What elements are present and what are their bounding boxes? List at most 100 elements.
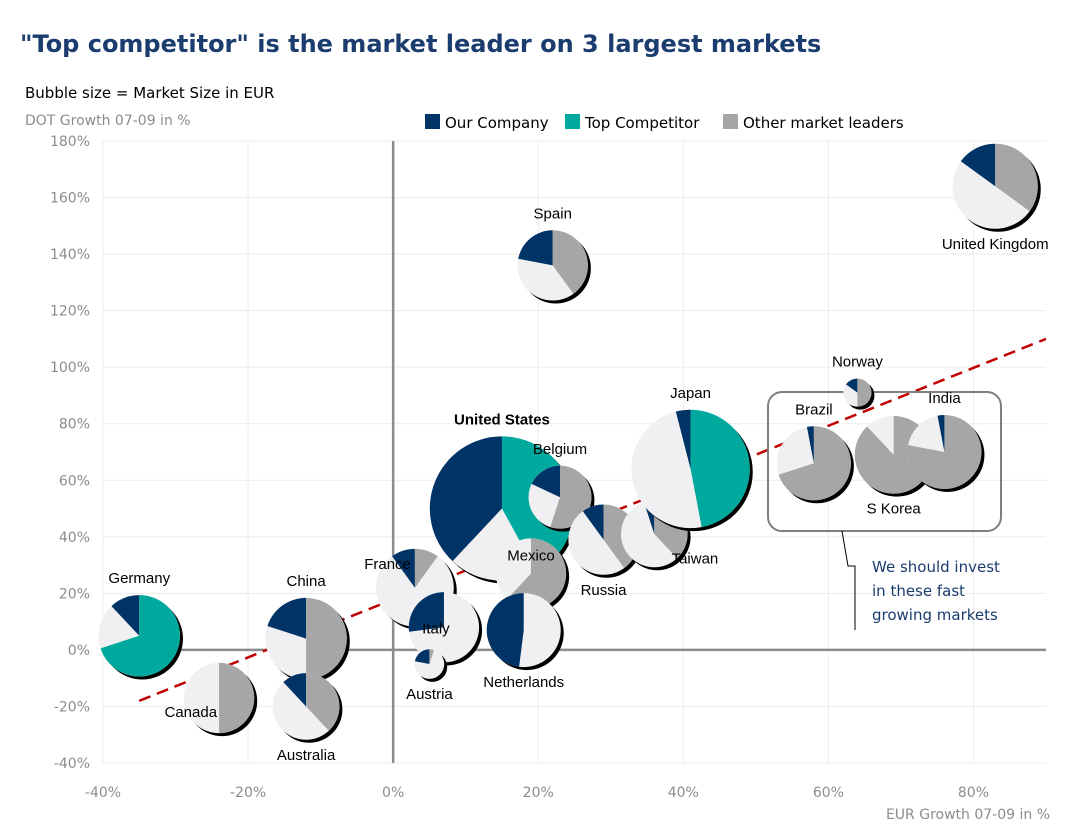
annotation: We should invest in these fast growing m…: [841, 530, 1000, 630]
y-tick-label: 40%: [59, 530, 90, 546]
our-company-slice: [414, 649, 430, 665]
market-label: Spain: [534, 205, 572, 222]
our-company-slice: [531, 465, 560, 498]
market-bubble: Italy: [408, 592, 483, 666]
our-company-slice: [806, 426, 814, 464]
annotation-line-3: growing markets: [872, 606, 998, 624]
market-bubble: Netherlands: [483, 593, 564, 691]
axes: [103, 141, 1046, 763]
x-tick-label: 60%: [813, 785, 844, 801]
market-label: Australia: [277, 747, 336, 764]
market-bubble: Spain: [517, 205, 591, 304]
legend-swatch: [565, 114, 580, 129]
market-label: Austria: [406, 686, 453, 703]
market-label: United Kingdom: [942, 236, 1049, 253]
our-company-slice: [960, 143, 996, 187]
x-tick-label: 40%: [668, 785, 699, 801]
legend-item: Our Company: [425, 114, 549, 132]
market-label: Canada: [165, 704, 218, 721]
other-leaders-slice: [907, 415, 982, 489]
other-leaders-slice: [306, 597, 347, 680]
our-company-slice: [283, 673, 307, 707]
bubbles: Germany Canada China Australia France Italy Au…: [98, 143, 1049, 764]
top-competitor-slice: [100, 595, 180, 677]
other-leaders-slice: [552, 230, 588, 294]
x-tick-label: 80%: [958, 785, 989, 801]
market-bubble: Canada: [165, 662, 258, 737]
market-label: Norway: [832, 354, 883, 371]
our-company-slice: [675, 409, 691, 469]
highlight-box: [767, 391, 1002, 532]
market-bubble: United Kingdom: [942, 143, 1049, 253]
our-company-slice: [486, 593, 524, 667]
legend-item: Other market leaders: [723, 114, 904, 132]
other-leaders-slice: [306, 673, 340, 731]
x-tick-label: -20%: [230, 785, 266, 801]
y-tick-label: -20%: [54, 699, 90, 715]
market-bubble: India: [907, 390, 985, 492]
legend: Our Company Top Competitor Other market le…: [425, 114, 904, 132]
market-bubble: Germany: [98, 570, 183, 680]
legend-item: Top Competitor: [565, 114, 700, 132]
market-label: Italy: [422, 620, 450, 637]
legend-label: Our Company: [445, 114, 549, 132]
our-company-slice: [937, 415, 945, 452]
market-label: S Korea: [867, 501, 922, 518]
top-competitor-slice: [690, 409, 750, 528]
other-leaders-slice: [429, 649, 434, 665]
market-label: China: [287, 573, 327, 590]
x-axis-label: EUR Growth 07-09 in %: [886, 807, 1050, 823]
other-leaders-slice: [219, 662, 255, 734]
x-tick-label: -40%: [85, 785, 121, 801]
y-tick-label: 160%: [50, 191, 90, 207]
market-label: Taiwan: [672, 550, 719, 567]
x-tick-label: 0%: [382, 785, 404, 801]
y-tick-label: 20%: [59, 586, 90, 602]
market-bubble: Brazil: [776, 401, 854, 504]
market-label: Germany: [108, 570, 170, 587]
market-bubble: China: [265, 573, 350, 683]
our-company-slice: [846, 378, 858, 393]
y-tick-label: 120%: [50, 304, 90, 320]
tick-labels: -40% -20% 0% 20% 40% 60% 80% 100% 120% 140% 160% 18…: [50, 134, 989, 801]
market-label: Russia: [581, 582, 628, 599]
our-company-slice: [518, 230, 553, 266]
market-bubble: Norway: [832, 354, 883, 410]
chart-subtitle: Bubble size = Market Size in EUR: [25, 84, 274, 102]
market-bubble: Austria: [406, 649, 453, 703]
market-bubble: Japan: [631, 385, 753, 532]
our-company-slice: [267, 597, 307, 639]
legend-swatch: [723, 114, 738, 129]
our-company-slice: [582, 504, 604, 540]
legend-swatch: [425, 114, 440, 129]
annotation-line-2: in these fast: [872, 582, 965, 600]
legend-label: Other market leaders: [743, 114, 904, 132]
legend-label: Top Competitor: [584, 114, 700, 132]
y-tick-label: 60%: [59, 473, 90, 489]
our-company-slice: [408, 592, 444, 632]
market-label: Japan: [670, 385, 711, 402]
x-tick-label: 20%: [523, 785, 554, 801]
our-company-slice: [429, 436, 502, 562]
chart-title: "Top competitor" is the market leader on…: [20, 30, 821, 58]
y-tick-label: 80%: [59, 417, 90, 433]
market-bubble: Australia: [272, 673, 343, 764]
other-leaders-slice: [414, 548, 438, 588]
market-label: France: [364, 556, 411, 573]
y-tick-label: 140%: [50, 247, 90, 263]
other-leaders-slice: [778, 426, 851, 501]
other-leaders-slice: [995, 143, 1038, 212]
annotation-line-1: We should invest: [872, 558, 1000, 576]
y-tick-label: 180%: [50, 134, 90, 150]
market-label: Belgium: [533, 441, 587, 458]
other-leaders-slice: [506, 538, 567, 609]
market-label: Brazil: [795, 401, 833, 418]
annotation-callout-line: [841, 530, 856, 630]
our-company-slice: [392, 548, 415, 588]
y-axis-label: DOT Growth 07-09 in %: [25, 113, 191, 129]
market-label: United States: [454, 411, 550, 428]
our-company-slice: [111, 595, 140, 636]
y-tick-label: -40%: [54, 756, 90, 772]
y-tick-label: 0%: [68, 643, 90, 659]
